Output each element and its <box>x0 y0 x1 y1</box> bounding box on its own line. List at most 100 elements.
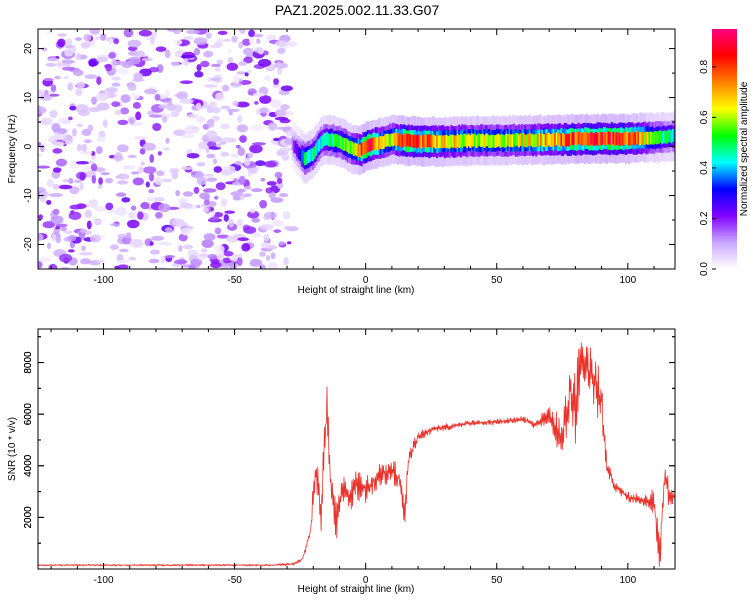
spectrogram-y-ticks: -20 -10 0 10 20 <box>23 43 675 270</box>
spectrogram-ridge-cell <box>610 133 613 146</box>
spectrogram-ridge-cell <box>480 134 483 148</box>
spectrogram-cell <box>210 211 216 216</box>
spectrogram-cell <box>114 109 122 116</box>
spectrogram-cell <box>38 152 43 157</box>
spectrogram-cell <box>265 187 273 194</box>
spectrogram-ridge-cell <box>654 130 657 144</box>
spectrogram-cell <box>244 72 249 77</box>
spectrogram-ridge-cell <box>464 133 467 147</box>
spectrogram-cell <box>141 57 153 62</box>
spectrogram-ridge <box>291 110 675 184</box>
spectrogram-ridge-cell <box>566 133 569 147</box>
spectrogram-ridge-cell <box>672 128 675 142</box>
spectrogram-cell <box>38 165 51 169</box>
spectrogram-ridge-cell <box>580 133 583 146</box>
spectrogram-ridge-cell <box>497 133 500 147</box>
spectrogram-cell <box>223 257 232 264</box>
spectrogram-ridge-cell <box>536 134 539 147</box>
spectrogram-ridge-cell <box>316 140 319 154</box>
spectrogram-ridge-cell <box>439 135 442 149</box>
spectrogram-ridge-cell <box>393 132 396 146</box>
spectrogram-cell <box>251 217 261 223</box>
spectrogram-cell <box>213 166 223 173</box>
spectrogram-cell <box>147 110 155 116</box>
spectrogram-cell <box>39 94 53 101</box>
spectrogram-cell <box>210 63 221 67</box>
spectrogram-ridge-cell <box>352 143 355 156</box>
spectrogram-cell <box>96 146 103 155</box>
spectrogram-cell <box>92 219 102 224</box>
spectrogram-cell <box>273 78 279 85</box>
spectrogram-ridge-cell <box>411 134 414 148</box>
spectrogram-ridge-cell <box>609 132 612 145</box>
spectrogram-ridge-cell <box>417 134 420 148</box>
spectrogram-cell <box>211 106 221 114</box>
spectrogram-cell <box>249 36 254 45</box>
spectrogram-ridge-cell <box>300 149 303 163</box>
spectrogram-cell <box>75 88 83 96</box>
spectrogram-ridge-cell <box>484 133 487 147</box>
spectrogram-cell <box>274 171 283 179</box>
spectrogram-cell <box>263 233 270 242</box>
spectrogram-ridge-cell <box>326 132 329 145</box>
spectrogram-cell <box>89 234 101 243</box>
spectrogram-cell <box>208 101 218 108</box>
spectrogram-cell <box>190 171 197 176</box>
spectrogram-ridge-cell <box>511 134 514 147</box>
spectrogram-cell <box>109 244 119 250</box>
spectrogram-cell <box>277 47 286 55</box>
spectrogram-ridge-cell <box>527 133 530 147</box>
spectrogram-cell <box>193 186 200 194</box>
spectrogram-cell <box>180 54 194 59</box>
spectrogram-ridge-cell <box>343 138 346 151</box>
spectrogram-ridge-cell <box>313 146 316 160</box>
colorbar: 0.0 0.2 0.4 0.6 0.8 Normalized spectral ampl… <box>699 29 750 276</box>
spectrogram-cell <box>65 38 73 47</box>
spectrogram-cell <box>253 101 259 105</box>
spectrogram-cell <box>180 227 191 236</box>
spectrogram-cell <box>116 259 130 264</box>
spectrogram-x-ticks: -100 -50 0 50 100 <box>50 29 655 286</box>
spectrogram-ridge-cell <box>546 134 549 147</box>
snr-x-tick-label: -50 <box>227 575 242 586</box>
spectrogram-cell <box>183 191 194 197</box>
spectrogram-ridge-cell <box>472 133 475 147</box>
spectrogram-cell <box>119 248 129 253</box>
spectrogram-cell <box>214 227 222 235</box>
spectrogram-cell <box>181 133 195 139</box>
spectrogram-cell <box>95 93 109 102</box>
spectrogram-cell <box>220 198 228 207</box>
spectrogram-cell <box>62 179 69 183</box>
spectrogram-cell <box>237 237 249 242</box>
spectrogram-ridge-cell <box>513 133 516 147</box>
snr-y-tick-label: 8000 <box>23 351 34 374</box>
spectrogram-cell <box>39 144 45 153</box>
spectrogram-cell <box>80 151 93 155</box>
spectrogram-cell <box>79 172 86 181</box>
spectrogram-cell <box>224 210 236 214</box>
spectrogram-ridge-cell <box>606 132 609 145</box>
spectrogram-cell <box>150 31 158 38</box>
spectrogram-cell <box>38 261 43 269</box>
spectrogram-ridge-cell <box>311 148 314 162</box>
snr-y-ticks: 2000 4000 6000 8000 <box>23 336 675 544</box>
spectrogram-cell <box>209 216 220 222</box>
spectrogram-ridge-cell <box>668 129 671 143</box>
spectrogram-ridge-cell <box>304 152 307 166</box>
spectrogram-cell <box>282 156 289 160</box>
spectrogram-cell <box>276 177 283 184</box>
spectrogram-ridge-cell <box>558 134 561 147</box>
spectrogram-cell <box>282 210 291 220</box>
spectrogram-cell <box>80 258 91 265</box>
spectrogram-y-tick-label: 10 <box>23 92 34 104</box>
spectrogram-ridge-cell <box>392 133 395 147</box>
spectrogram-ridge-cell <box>585 132 588 146</box>
spectrogram-ridge-cell <box>547 132 550 146</box>
spectrogram-cell <box>225 235 239 243</box>
spectrogram-cell <box>269 185 281 194</box>
spectrogram-ridge-cell <box>360 142 363 156</box>
spectrogram-ridge-cell <box>473 133 476 147</box>
spectrogram-ridge-cell <box>661 131 664 145</box>
spectrogram-cell <box>111 67 117 74</box>
